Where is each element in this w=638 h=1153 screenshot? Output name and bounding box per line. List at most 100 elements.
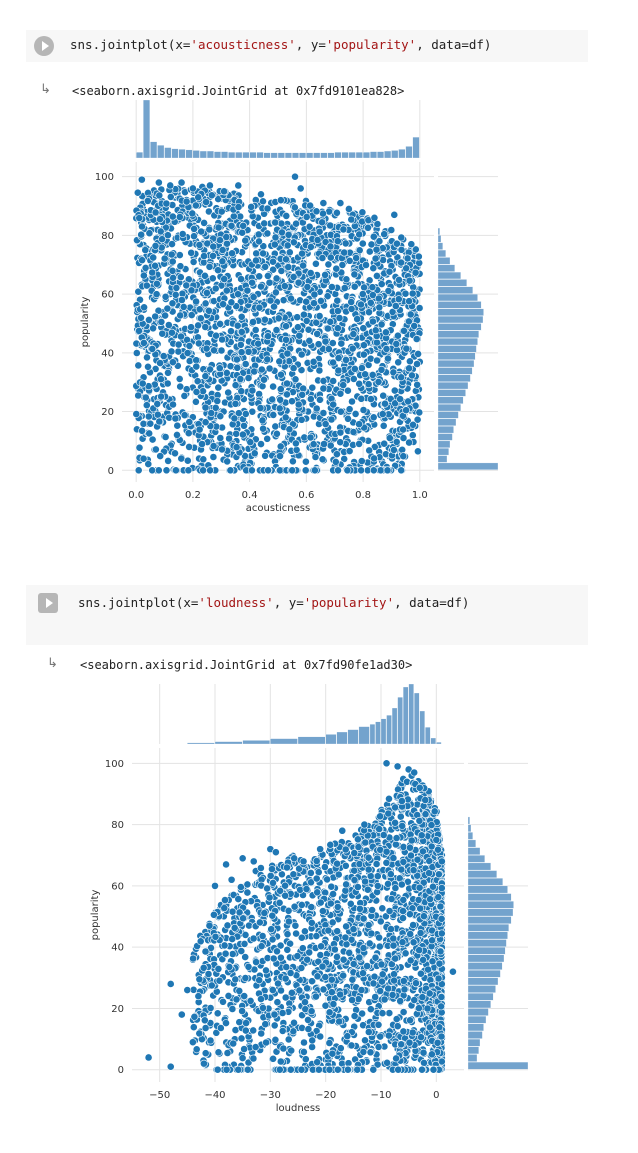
scatter-point (401, 949, 410, 958)
code-line[interactable]: sns.jointplot(x='loudness', y='popularit… (78, 595, 469, 610)
scatter-point (323, 875, 331, 884)
scatter-point (180, 411, 189, 420)
scatter-point (166, 181, 175, 190)
scatter-point (384, 984, 393, 993)
scatter-point (205, 262, 214, 271)
scatter-point (144, 460, 153, 468)
scatter-point (312, 857, 321, 865)
scatter-point (195, 975, 204, 984)
scatter-point (254, 339, 263, 348)
histogram-bar-x (341, 152, 349, 159)
scatter-point (315, 395, 324, 404)
histogram-bar-y (437, 286, 473, 294)
histogram-bar-x (391, 150, 399, 159)
scatter-point (376, 845, 385, 854)
scatter-point (168, 240, 176, 248)
scatter-point (394, 295, 403, 304)
histogram-bar-y (437, 455, 448, 463)
scatter-point (223, 1049, 232, 1057)
scatter-point (336, 428, 345, 437)
scatter-point (308, 1036, 317, 1045)
scatter-point (302, 213, 311, 221)
scatter-point (194, 321, 202, 330)
histogram-bar-y (437, 330, 479, 338)
scatter-point (366, 1005, 375, 1014)
scatter-point (216, 434, 225, 442)
scatter-point (157, 317, 166, 326)
scatter-point (187, 248, 196, 257)
scatter-point (315, 227, 324, 236)
scatter-point (285, 357, 294, 366)
scatter-point (143, 197, 152, 205)
scatter-point (241, 451, 249, 460)
scatter-point (333, 927, 342, 936)
scatter-point (293, 323, 302, 332)
scatter-point (289, 272, 298, 281)
output-arrow-icon[interactable]: ↳ (47, 656, 58, 671)
scatter-point (281, 413, 290, 422)
scatter-point (271, 1035, 280, 1044)
scatter-point (232, 429, 241, 438)
run-cell-icon[interactable] (34, 36, 54, 56)
scatter-point (220, 187, 229, 196)
scatter-point (214, 266, 222, 275)
scatter-point (405, 297, 413, 306)
scatter-point (135, 326, 143, 335)
scatter-point (194, 339, 203, 348)
scatter-point (342, 940, 351, 949)
scatter-point (346, 899, 355, 908)
code-line[interactable]: sns.jointplot(x='acousticness', y='popul… (70, 37, 491, 52)
scatter-point (357, 300, 365, 309)
scatter-point (216, 236, 224, 245)
scatter-point (373, 356, 381, 365)
scatter-point (139, 271, 148, 280)
scatter-point (248, 386, 257, 395)
scatter-point (355, 439, 363, 448)
scatter-point (415, 304, 424, 312)
x-tick-label: 0.4 (242, 490, 258, 501)
scatter-point (413, 447, 422, 456)
scatter-point (213, 1009, 222, 1018)
run-cell-icon[interactable] (38, 593, 58, 613)
scatter-point (201, 1024, 210, 1032)
scatter-point (198, 440, 206, 448)
scatter-point (361, 370, 369, 379)
scatter-point (333, 952, 341, 961)
scatter-point (406, 310, 415, 319)
scatter-point (399, 425, 407, 434)
histogram-bar-x (362, 152, 370, 159)
histogram-bar-x (143, 100, 151, 159)
output-arrow-icon[interactable]: ↳ (40, 82, 51, 97)
scatter-point (276, 953, 285, 962)
scatter-point (380, 439, 389, 448)
scatter-point (401, 289, 410, 298)
scatter-point (306, 395, 315, 403)
histogram-bar-y (437, 404, 461, 412)
scatter-point (153, 399, 162, 408)
scatter-point (263, 884, 271, 893)
scatter-point (266, 871, 275, 880)
scatter-point (272, 429, 281, 438)
scatter-point (271, 218, 280, 227)
histogram-bar-y (437, 337, 478, 346)
code-cell-2[interactable]: sns.jointplot(x='loudness', y='popularit… (26, 585, 588, 645)
scatter-point (309, 357, 318, 366)
scatter-point (173, 421, 182, 430)
scatter-point (300, 1038, 308, 1047)
scatter-point (387, 925, 395, 933)
code-cell-1[interactable]: sns.jointplot(x='acousticness', y='popul… (26, 30, 588, 62)
scatter-point (341, 861, 350, 870)
scatter-point (388, 307, 397, 316)
scatter-point (329, 890, 337, 898)
scatter-point (220, 275, 229, 283)
scatter-point (353, 315, 362, 323)
scatter-point (138, 379, 147, 388)
scatter-point (278, 228, 286, 237)
scatter-point (231, 381, 240, 390)
scatter-point (203, 239, 212, 248)
scatter-point (185, 357, 194, 365)
scatter-point (194, 193, 203, 202)
histogram-bar-y (437, 249, 446, 258)
scatter-point (241, 236, 250, 245)
scatter-point (364, 1028, 373, 1036)
